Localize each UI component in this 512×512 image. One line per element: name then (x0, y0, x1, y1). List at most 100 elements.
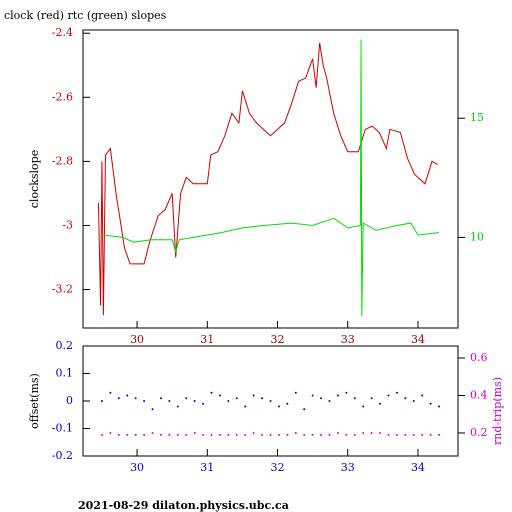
y-tick-label: -0.1 (52, 422, 73, 435)
y2-tick-label: 0.2 (470, 426, 488, 439)
data-point (252, 431, 255, 434)
data-point (277, 405, 280, 408)
data-point (438, 433, 441, 436)
data-point (294, 391, 297, 394)
data-point (100, 433, 103, 436)
data-point (100, 400, 103, 402)
data-point (404, 433, 407, 436)
data-point (176, 433, 179, 436)
y2-tick-label: 10 (470, 230, 484, 243)
data-point (117, 397, 120, 400)
y-tick-label: -3 (62, 218, 73, 231)
data-point (395, 391, 398, 394)
data-point (168, 433, 171, 436)
data-point (387, 394, 390, 397)
data-point (109, 431, 112, 434)
data-point (193, 400, 196, 402)
x-tick-label: 34 (411, 461, 425, 474)
data-point (252, 394, 255, 397)
data-point (379, 431, 382, 434)
data-point (345, 391, 348, 394)
data-point (202, 402, 205, 405)
data-point (159, 433, 162, 436)
data-point (193, 431, 196, 434)
data-point (244, 433, 247, 436)
data-point (269, 400, 272, 402)
x-tick-label: 31 (200, 333, 214, 346)
data-point (353, 433, 356, 436)
x-tick-label: 31 (200, 461, 214, 474)
data-point (379, 402, 382, 405)
data-point (387, 433, 390, 436)
footer: 2021-08-29 dilaton.physics.ubc.ca (78, 499, 289, 512)
data-point (294, 431, 297, 434)
y2-axis-label: rnd-trip(ms) (491, 377, 504, 445)
data-point (235, 433, 238, 436)
data-point (227, 400, 230, 402)
data-point (218, 433, 221, 436)
y-tick-label: 0.2 (56, 339, 74, 352)
x-tick-label: 33 (341, 461, 355, 474)
data-point (412, 400, 415, 402)
y-axis-label: offset(ms) (28, 373, 41, 429)
data-point (176, 405, 179, 408)
data-point (336, 394, 339, 397)
data-point (185, 397, 188, 400)
data-point (362, 405, 365, 408)
data-point (261, 433, 264, 436)
data-point (143, 433, 146, 436)
data-point (134, 433, 137, 436)
data-point (412, 433, 415, 436)
data-point (353, 397, 356, 400)
y-tick-label: -2.6 (52, 90, 73, 103)
y2-tick-label: 0.4 (470, 388, 488, 401)
data-point (328, 400, 331, 402)
y-tick-label: -2.8 (52, 154, 73, 167)
data-point (370, 431, 373, 434)
y-axis-label: clockslope (28, 150, 41, 208)
chart-title: clock (red) rtc (green) slopes (4, 9, 167, 22)
data-point (235, 397, 238, 400)
data-point (117, 433, 120, 436)
data-point (126, 394, 129, 397)
data-point (328, 433, 331, 436)
data-point (151, 408, 154, 411)
data-point (438, 405, 441, 408)
data-point (168, 400, 171, 402)
data-point (395, 433, 398, 436)
x-tick-label: 30 (130, 333, 144, 346)
data-point (362, 431, 365, 434)
data-point (269, 433, 272, 436)
data-point (109, 391, 112, 394)
data-point (303, 408, 306, 411)
data-point (277, 433, 280, 436)
x-tick-label: 32 (271, 333, 285, 346)
data-point (320, 397, 323, 400)
data-line (97, 42, 438, 316)
data-point (185, 433, 188, 436)
data-point (210, 433, 213, 436)
data-point (421, 433, 424, 436)
data-point (227, 433, 230, 436)
y-tick-label: -3.2 (52, 283, 73, 296)
y2-tick-label: 0.6 (470, 351, 488, 364)
x-tick-label: 32 (271, 461, 285, 474)
data-point (218, 394, 221, 397)
data-point (311, 394, 314, 397)
data-point (320, 433, 323, 436)
data-point (286, 402, 289, 405)
data-point (134, 397, 137, 400)
y-tick-label: 0 (66, 394, 73, 407)
data-point (370, 397, 373, 400)
data-point (303, 433, 306, 436)
y2-tick-label: 15 (470, 111, 484, 124)
data-point (286, 433, 289, 436)
data-point (311, 433, 314, 436)
data-point (244, 405, 247, 408)
data-point (345, 433, 348, 436)
data-line (101, 39, 440, 317)
data-point (126, 433, 129, 436)
data-point (159, 397, 162, 400)
x-tick-label: 30 (130, 461, 144, 474)
